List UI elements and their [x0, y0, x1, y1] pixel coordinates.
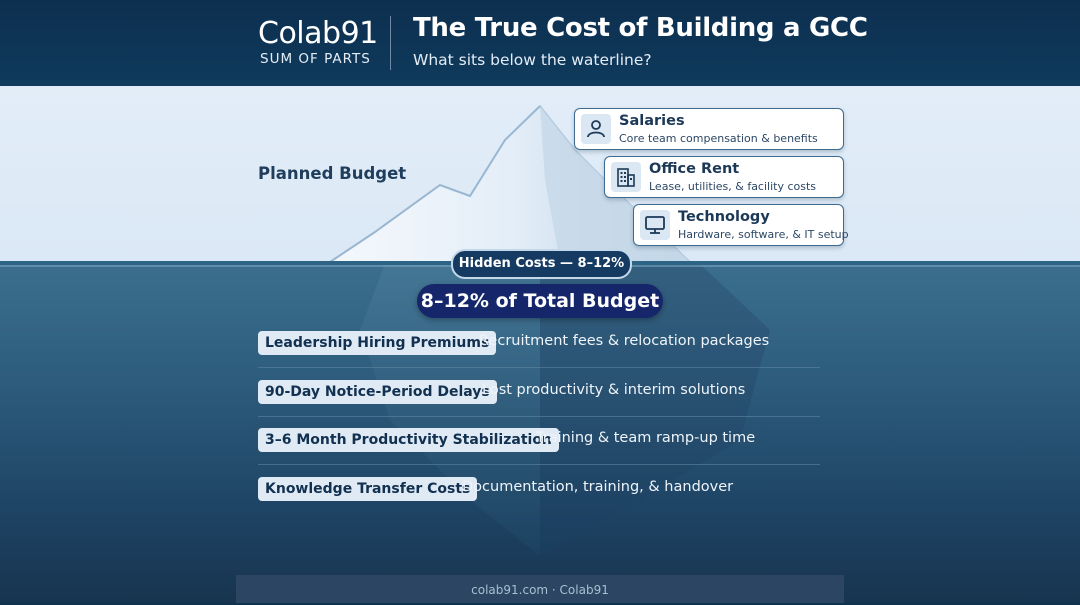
logo-name: Colab91 [258, 16, 378, 51]
logo-tagline: SUM OF PARTS [260, 51, 371, 67]
card-office-rent: Office Rent Lease, utilities, & facility… [604, 156, 844, 198]
hidden-cost-row: Knowledge Transfer Costs Documentation, … [258, 477, 820, 525]
hidden-cost-desc: Documentation, training, & handover [462, 479, 734, 495]
hidden-cost-tag: Leadership Hiring Premiums [258, 331, 497, 355]
card-title: Technology [678, 209, 770, 225]
hidden-cost-desc: Training & team ramp-up time [536, 430, 756, 446]
card-title: Salaries [619, 113, 685, 129]
footer: colab91.com · Colab91 [236, 575, 844, 603]
total-budget-pill: 8–12% of Total Budget [417, 284, 663, 318]
building-icon [611, 162, 641, 192]
person-icon [581, 114, 611, 144]
card-title: Office Rent [649, 161, 740, 177]
iceberg-tip-shade [540, 106, 690, 262]
card-desc: Core team compensation & benefits [619, 132, 818, 145]
row-divider [258, 464, 820, 465]
card-technology: Technology Hardware, software, & IT setu… [633, 204, 849, 246]
card-desc: Lease, utilities, & facility costs [649, 180, 817, 193]
monitor-icon [640, 210, 670, 240]
hidden-cost-desc: Lost productivity & interim solutions [482, 382, 746, 398]
hidden-cost-row: 3–6 Month Productivity Stabilization Tra… [258, 428, 820, 476]
iceberg-base-shade [540, 264, 770, 556]
card-desc: Hardware, software, & IT setup [678, 228, 849, 241]
card-salaries: Salaries Core team compensation & benefi… [574, 108, 844, 150]
row-divider [258, 416, 820, 417]
iceberg-ridge [329, 105, 541, 263]
hidden-cost-tag: 3–6 Month Productivity Stabilization [258, 428, 559, 452]
hidden-cost-tag: Knowledge Transfer Costs [258, 477, 478, 501]
hidden-costs-pill: Hidden Costs — 8–12% [451, 249, 632, 279]
hidden-cost-desc: Recruitment fees & relocation packages [479, 333, 770, 349]
page-title: The True Cost of Building a GCC [413, 13, 868, 43]
row-divider [258, 367, 820, 368]
planned-budget-label: Planned Budget [258, 164, 407, 183]
page-subtitle: What sits below the waterline? [413, 51, 652, 69]
hidden-cost-row: Leadership Hiring Premiums Recruitment f… [258, 331, 820, 379]
hidden-cost-row: 90-Day Notice-Period Delays Lost product… [258, 380, 820, 428]
header: Colab91 SUM OF PARTS The True Cost of Bu… [0, 0, 1080, 86]
hidden-cost-tag: 90-Day Notice-Period Delays [258, 380, 497, 404]
header-divider [390, 16, 391, 70]
